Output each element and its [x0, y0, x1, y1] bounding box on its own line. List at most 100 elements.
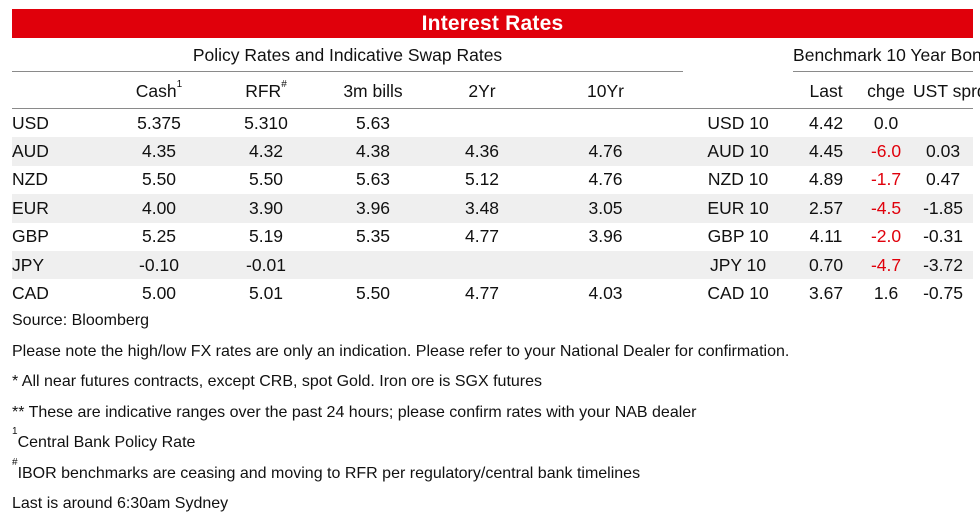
rfr-footnote-mark: # — [281, 78, 287, 90]
ranges-note: ** These are indicative ranges over the … — [12, 403, 697, 421]
cell-chge: -6.0 — [859, 137, 914, 166]
section-header-row: Policy Rates and Indicative Swap Rates B… — [12, 38, 980, 72]
cell-cash: -0.10 — [96, 250, 222, 280]
header-10yr: 10Yr — [528, 71, 684, 109]
last-time-note: Last is around 6:30am Sydney — [12, 495, 229, 512]
header-ust-sprd: UST sprd — [913, 71, 980, 109]
cell-ust-sprd: -0.31 — [923, 226, 963, 247]
cell-ccy: NZD — [12, 169, 48, 190]
cell-chge: 0.0 — [873, 112, 899, 133]
header-cash: Cash1 — [96, 71, 222, 109]
cell-ust-sprd: -1.85 — [913, 194, 974, 223]
disclaimer-note: Please note the high/low FX rates are on… — [12, 342, 790, 360]
cell-swap10y: 3.05 — [528, 194, 684, 223]
table-row: EUR 4.00 3.90 3.96 3.48 3.05 EUR 10 2.57 -4.5 -1.… — [12, 194, 974, 223]
cell-chge: -4.5 — [859, 194, 914, 223]
cell-rfr: 5.50 — [248, 169, 284, 190]
section-gap — [683, 38, 793, 72]
cell-swap10y: 4.76 — [528, 137, 684, 166]
footnote-cash: 1Central Bank Policy Rate — [12, 426, 196, 452]
footnote-rfr: #IBOR benchmarks are ceasing and moving … — [12, 456, 641, 482]
cell-bond: USD 10 — [707, 112, 769, 133]
section-benchmark-bonds: Benchmark 10 Year Bonds — [793, 38, 980, 72]
header-rfr: RFR# — [222, 71, 310, 109]
header-bond-name — [683, 71, 794, 109]
cell-bills3m: 4.38 — [310, 137, 436, 166]
cell-bills3m — [310, 250, 436, 280]
cell-chge: -1.7 — [870, 169, 902, 190]
cell-cash: 4.00 — [96, 194, 222, 223]
header-3m-bills: 3m bills — [310, 71, 436, 109]
cell-swap2y: 4.77 — [464, 283, 500, 304]
cell-bills3m: 5.63 — [355, 112, 391, 133]
cell-bond: CAD 10 — [707, 283, 769, 304]
cell-last: 4.45 — [793, 137, 860, 166]
header-currency — [12, 71, 96, 109]
cell-swap2y — [436, 250, 528, 280]
header-chge: chge — [859, 71, 914, 109]
cell-bond: JPY 10 — [683, 250, 794, 280]
cell-last: 3.67 — [809, 283, 844, 304]
table-row: USD 5.375 5.310 5.63 USD 10 4.42 0.0 — [12, 109, 973, 138]
footnotes: Source: Bloomberg Please note the high/l… — [12, 306, 973, 520]
cell-ust-sprd: -3.72 — [913, 250, 974, 280]
cell-ust-sprd: -0.75 — [923, 283, 963, 304]
cell-ccy: GBP — [12, 226, 49, 247]
cell-cash: 4.35 — [96, 137, 222, 166]
cell-rfr: -0.01 — [222, 250, 310, 280]
cell-ccy: JPY — [12, 250, 96, 280]
cell-swap10y: 3.96 — [588, 226, 623, 247]
cell-rfr: 5.01 — [248, 283, 284, 304]
cell-bond: NZD 10 — [707, 169, 769, 190]
cell-swap2y — [436, 109, 528, 138]
cell-last: 2.57 — [793, 194, 860, 223]
cell-ccy: EUR — [12, 194, 96, 223]
cell-bond: EUR 10 — [683, 194, 794, 223]
cell-cash: 5.00 — [141, 283, 177, 304]
source-note: Source: Bloomberg — [12, 312, 149, 329]
cell-ust-sprd: 0.03 — [913, 137, 974, 166]
cell-swap2y: 3.48 — [436, 194, 528, 223]
page-title: Interest Rates — [12, 9, 973, 38]
cell-swap2y: 5.12 — [464, 169, 500, 190]
cell-last: 4.11 — [809, 226, 843, 247]
table-row: JPY -0.10 -0.01 JPY 10 0.70 -4.7 -3.72 — [12, 250, 974, 280]
table-row: GBP 5.25 5.19 5.35 4.77 3.96 GBP 10 4.11 -2.0 -0.… — [12, 223, 973, 251]
header-2yr: 2Yr — [436, 71, 528, 109]
cell-swap2y: 4.36 — [436, 137, 528, 166]
cell-swap2y: 4.77 — [464, 226, 500, 247]
cell-bond: AUD 10 — [683, 137, 794, 166]
cell-ust-sprd — [913, 109, 973, 138]
column-header-row: Cash1 RFR# 3m bills 2Yr 10Yr Last chge U… — [12, 71, 980, 109]
interest-rates-table: Policy Rates and Indicative Swap Rates B… — [12, 38, 980, 308]
table-row: NZD 5.50 5.50 5.63 5.12 4.76 NZD 10 4.89 -1.7 0.4… — [12, 166, 973, 194]
table-row: CAD 5.00 5.01 5.50 4.77 4.03 CAD 10 3.67 1.6 -0.7… — [12, 279, 973, 307]
cell-bills3m: 5.35 — [355, 226, 391, 247]
table-row: AUD 4.35 4.32 4.38 4.36 4.76 AUD 10 4.45 -6.0 0.0… — [12, 137, 974, 166]
cell-chge: -2.0 — [870, 226, 902, 247]
cell-swap10y: 4.76 — [588, 169, 623, 190]
cell-rfr: 5.310 — [244, 112, 288, 133]
cell-last: 0.70 — [793, 250, 860, 280]
section-policy-swap: Policy Rates and Indicative Swap Rates — [12, 38, 684, 72]
cell-ccy: USD — [12, 112, 49, 133]
cell-ust-sprd: 0.47 — [926, 169, 961, 190]
cell-rfr: 4.32 — [222, 137, 310, 166]
cell-rfr: 3.90 — [222, 194, 310, 223]
cash-footnote-mark: 1 — [176, 78, 183, 90]
cell-swap10y — [528, 250, 684, 280]
header-last: Last — [793, 71, 860, 109]
cell-swap10y: 4.03 — [588, 283, 623, 304]
cell-bills3m: 5.63 — [355, 169, 391, 190]
cell-cash: 5.25 — [141, 226, 177, 247]
cell-swap10y — [528, 109, 683, 138]
cell-cash: 5.50 — [141, 169, 177, 190]
cell-bills3m: 5.50 — [355, 283, 391, 304]
cell-ccy: AUD — [12, 137, 96, 166]
cell-cash: 5.375 — [137, 112, 181, 133]
cell-bills3m: 3.96 — [310, 194, 436, 223]
cell-rfr: 5.19 — [248, 226, 284, 247]
cell-bond: GBP 10 — [707, 226, 769, 247]
cell-last: 4.42 — [809, 112, 844, 133]
cell-ccy: CAD — [12, 283, 49, 304]
